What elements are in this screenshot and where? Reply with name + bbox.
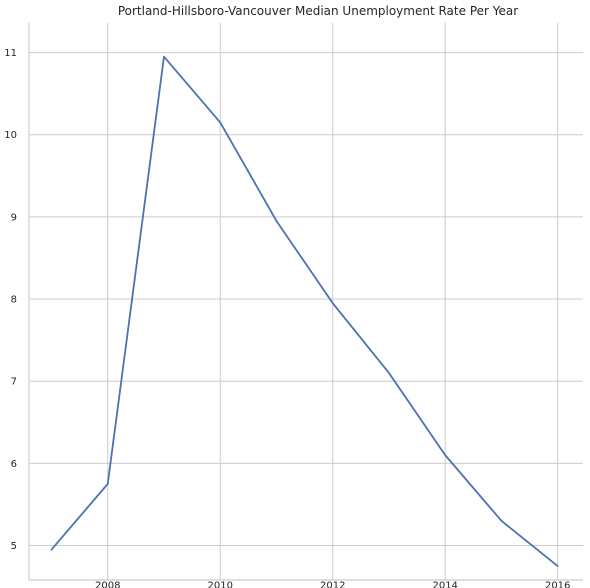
y-tick-label: 6: [11, 459, 17, 470]
x-tick-label: 2010: [208, 580, 233, 588]
x-tick-label: 2014: [432, 580, 457, 588]
x-tick-label: 2008: [95, 580, 120, 588]
x-tick-label: 2016: [545, 580, 570, 588]
y-tick-label: 11: [4, 48, 17, 59]
series-line: [50, 55, 559, 567]
gridlines: [29, 23, 583, 580]
y-tick-label: 9: [11, 212, 17, 223]
y-tick-label: 10: [4, 130, 17, 141]
x-tick-label: 2012: [320, 580, 345, 588]
y-tick-label: 5: [11, 541, 17, 552]
y-tick-label: 7: [11, 377, 17, 388]
series-layer: [50, 55, 559, 567]
chart-title: Portland-Hillsboro-Vancouver Median Unem…: [118, 4, 518, 18]
tick-labels: 2008 2010 2012 2014 2016 5 6 7 8 9 10 11: [4, 48, 570, 588]
y-tick-label: 8: [11, 295, 17, 306]
axes: [28, 23, 583, 581]
